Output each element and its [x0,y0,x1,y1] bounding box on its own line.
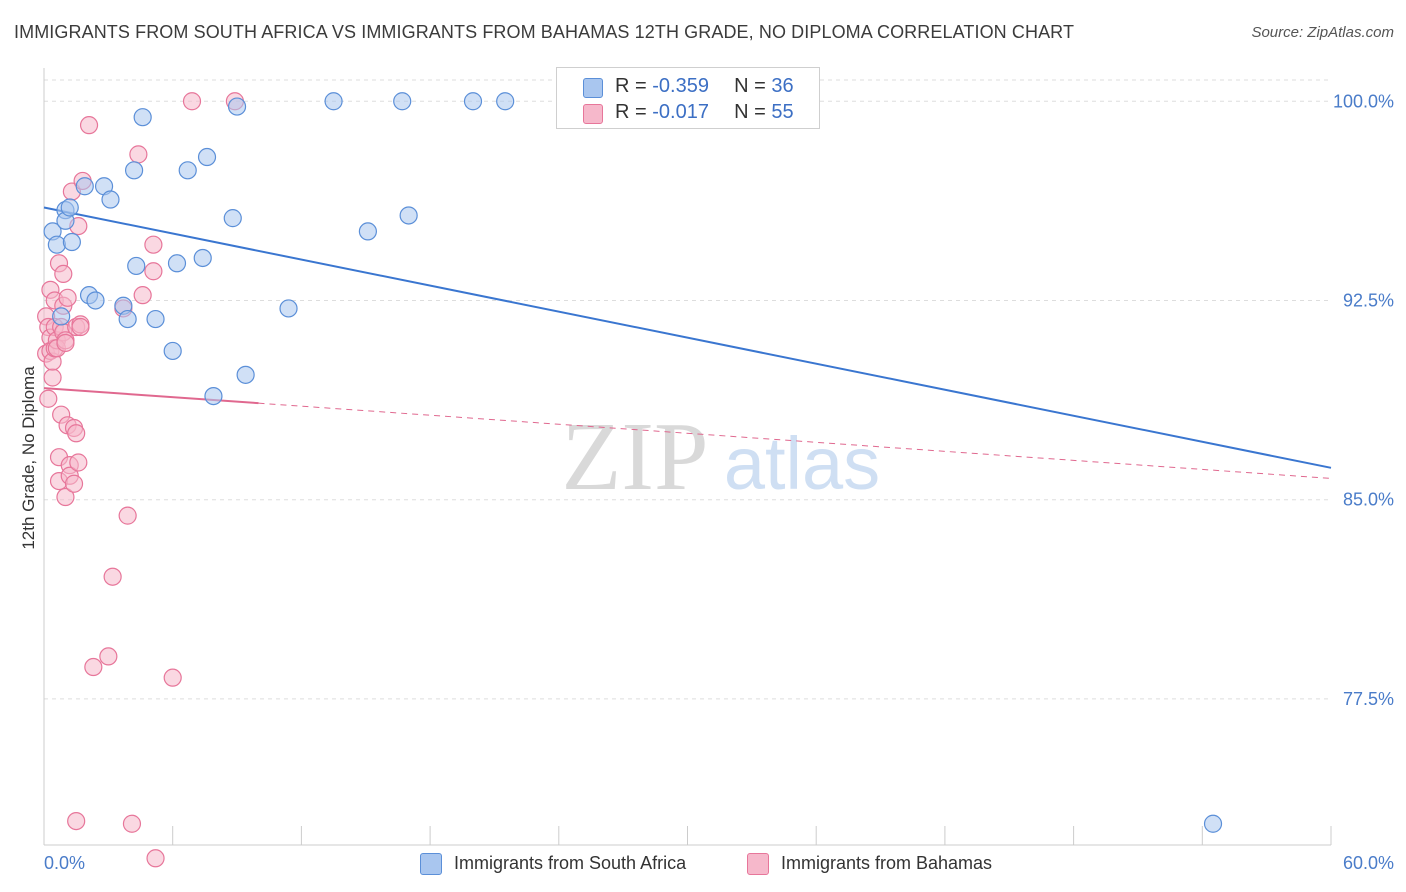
trendline-bahamas-dashed [258,402,1332,479]
legend-label-bahamas: Immigrants from Bahamas [781,853,993,873]
x-tick-label-max: 60.0% [1343,853,1394,873]
watermark-atlas: atlas [724,422,880,505]
legend-stats-bahamas: R = -0.017 N = 55 [615,101,794,124]
point-south-africa [324,92,343,111]
point-south-africa [47,235,66,254]
y-axis-tick-labels: 100.0% 92.5% 85.0% 77.5% [1333,91,1394,709]
n-label: N = [734,75,772,97]
point-bahamas [84,657,103,677]
point-bahamas [39,389,58,408]
point-bahamas [103,567,122,586]
y-tick-label: 100.0% [1333,91,1394,111]
point-south-africa [204,386,223,406]
point-bahamas [133,286,152,305]
point-south-africa [399,206,418,225]
point-south-africa [133,108,152,127]
point-bahamas [144,262,163,281]
point-south-africa [279,299,298,318]
point-bahamas [122,814,142,833]
y-axis-label: 12th Grade, No Diploma [19,366,38,550]
legend-swatch-pink [747,853,769,875]
point-bahamas [54,264,73,284]
source-label: Source: ZipAtlas.com [1251,24,1394,41]
point-south-africa [496,92,515,111]
chart-title: IMMIGRANTS FROM SOUTH AFRICA VS IMMIGRAN… [14,22,1075,42]
legend-swatch-blue [583,78,603,98]
point-bahamas [129,145,148,164]
point-south-africa [60,198,79,217]
gridlines [44,79,1331,700]
point-bahamas [56,487,75,507]
point-bahamas [163,668,182,687]
point-south-africa [86,291,105,310]
y-tick-label: 92.5% [1343,290,1394,310]
point-bahamas [64,474,84,493]
point-south-africa [223,209,242,228]
point-south-africa [101,190,120,209]
watermark-zip: ZIP [562,403,709,511]
point-south-africa [62,232,81,252]
point-south-africa [358,222,377,241]
legend-swatch-blue [420,853,442,875]
point-south-africa [227,97,247,116]
point-south-africa [75,177,94,196]
point-south-africa [146,309,165,329]
point-south-africa [463,92,483,111]
point-bahamas [99,647,118,666]
r-label: R = [615,75,653,97]
point-bahamas [69,453,88,472]
point-south-africa [118,309,137,329]
series-south-africa-points [43,92,1223,833]
point-bahamas [67,811,86,831]
trendline-bahamas-solid [43,387,259,405]
legend-swatch-pink [583,104,603,124]
legend-label-south-africa: Immigrants from South Africa [454,853,687,873]
point-south-africa [178,161,197,180]
point-bahamas [146,849,165,868]
point-bahamas [118,506,137,525]
point-bahamas [58,288,77,307]
x-tick-label-min: 0.0% [44,853,85,873]
y-tick-label: 77.5% [1343,689,1394,709]
point-bahamas [182,92,202,111]
point-south-africa [197,147,217,167]
point-bahamas [144,235,163,254]
point-bahamas [56,333,75,353]
n-value: 36 [771,75,794,97]
point-south-africa [163,341,182,361]
point-bahamas [71,317,90,337]
point-south-africa [167,254,187,273]
x-axis-ticks [43,826,1332,845]
point-south-africa [127,256,146,276]
point-south-africa [1203,814,1223,833]
point-bahamas [43,368,62,387]
point-south-africa [52,307,71,326]
trendlines [43,206,1332,479]
point-south-africa [236,365,255,384]
series-bahamas-points [37,92,245,868]
point-south-africa [393,92,412,111]
r-label: R = [615,101,653,123]
n-value: 55 [771,101,794,123]
point-south-africa [124,161,144,180]
r-value: -0.017 [652,101,709,123]
r-value: -0.359 [652,75,709,97]
watermark: ZIP atlas [562,403,881,511]
series-legend: Immigrants from South Africa Immigrants … [0,851,1406,879]
legend-stats-south-africa: R = -0.359 N = 36 [615,75,794,98]
trendline-south-africa [43,206,1332,469]
y-tick-label: 85.0% [1343,490,1394,510]
n-label: N = [734,101,772,123]
point-south-africa [193,248,212,268]
correlation-legend: R = -0.359 N = 36 R = -0.017 N = 55 [556,67,820,129]
point-bahamas [79,116,99,135]
point-bahamas [67,424,86,443]
